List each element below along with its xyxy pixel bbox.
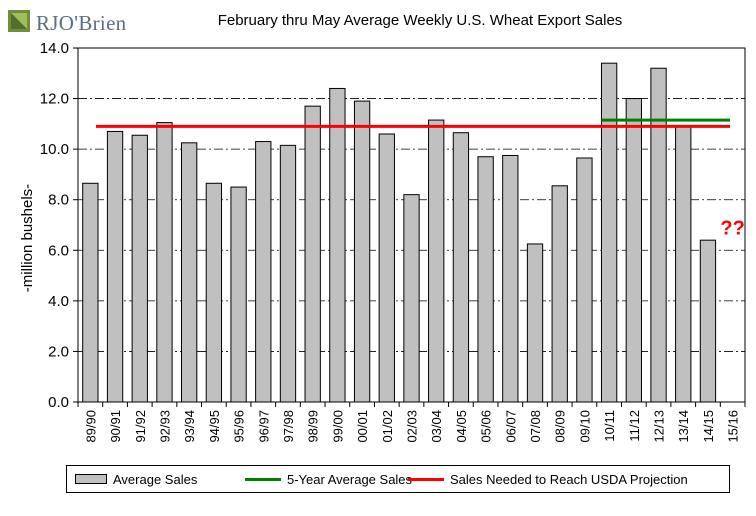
x-axis-ticks: 89/90 90/91 91/92 92/93 93/94 94/95 95/96 96/97…	[77, 402, 746, 443]
bar-02-03	[403, 194, 420, 403]
bar-01-02	[378, 133, 395, 403]
y-tick-label: 8.0	[48, 192, 69, 209]
x-tick-label: 04/05	[454, 410, 469, 443]
x-tick-label: 15/16	[726, 410, 741, 443]
x-tick-label: 08/09	[553, 410, 568, 443]
bar-98-99	[304, 105, 321, 403]
x-tick-label: 09/10	[577, 410, 592, 443]
bar-89-90	[82, 182, 99, 403]
chart-title: February thru May Average Weekly U.S. Wh…	[217, 12, 623, 29]
bar-10-11	[600, 62, 618, 403]
y-tick-label: 12.0	[40, 91, 69, 108]
y-axis-ticks: 0.0 2.0 4.0 6.0 8.0 10.0 12.0 14.0	[40, 40, 78, 411]
bar-08-09	[551, 185, 568, 403]
legend-swatch-bar	[75, 474, 107, 484]
y-axis-label: -million bushels-	[19, 184, 36, 292]
x-tick-label: 10/11	[602, 410, 617, 442]
x-tick-label: 01/02	[380, 410, 395, 443]
bar-series	[82, 62, 717, 403]
y-tick-label: 14.0	[40, 40, 69, 57]
legend-swatch-red-line	[408, 477, 444, 481]
bar-94-95	[205, 182, 223, 403]
y-tick-label: 0.0	[48, 394, 69, 411]
logo-text: RJO'Brien	[36, 11, 127, 35]
plot-area-frame	[77, 47, 746, 403]
legend-label-usda-projection: Sales Needed to Reach USDA Projection	[450, 471, 688, 487]
x-tick-label: 94/95	[207, 410, 222, 443]
reference-lines	[96, 118, 730, 128]
x-tick-label: 00/01	[355, 410, 370, 443]
bar-05-06	[477, 156, 494, 403]
bar-92-93	[156, 122, 173, 403]
x-tick-label: 02/03	[405, 410, 420, 443]
bar-03-04	[428, 119, 445, 403]
logo-mark-icon	[8, 10, 30, 32]
x-tick-label: 89/90	[83, 410, 98, 443]
x-tick-label: 98/99	[306, 410, 321, 443]
bar-95-96	[230, 186, 247, 403]
y-tick-label: 2.0	[48, 343, 69, 360]
bar-97-98	[279, 144, 297, 403]
x-tick-label: 96/97	[256, 410, 271, 443]
x-tick-label: 95/96	[232, 410, 247, 443]
bar-13-14	[675, 125, 692, 403]
chart-legend: Average Sales 5-Year Average Sales Sales…	[66, 465, 730, 493]
question-annotation: ??	[720, 218, 744, 240]
bar-09-10	[576, 157, 593, 403]
x-tick-label: 06/07	[503, 410, 518, 443]
bar-99-00	[329, 87, 346, 403]
bar-14-15	[699, 239, 717, 403]
x-tick-label: 07/08	[528, 410, 543, 443]
bar-11-12	[625, 98, 642, 403]
bar-07-08	[526, 243, 544, 403]
bar-90-91	[106, 130, 124, 403]
x-tick-label: 97/98	[281, 410, 296, 443]
legend-swatch-green-line	[245, 477, 281, 481]
bar-96-97	[255, 141, 272, 403]
y-tick-label: 4.0	[48, 293, 69, 310]
x-tick-label: 13/14	[676, 410, 691, 443]
x-tick-label: 12/13	[652, 410, 667, 443]
y-tick-label: 6.0	[48, 242, 69, 259]
company-logo: RJO'Brien	[6, 6, 146, 36]
x-tick-label: 93/94	[182, 410, 197, 443]
bar-00-01	[353, 100, 371, 403]
y-tick-label: 10.0	[40, 141, 69, 158]
x-tick-label: 99/00	[330, 410, 345, 443]
x-tick-label: 91/92	[133, 410, 148, 443]
legend-label-average-sales: Average Sales	[113, 471, 198, 487]
bar-93-94	[181, 142, 198, 403]
x-tick-label: 92/93	[157, 410, 172, 443]
x-tick-label: 14/15	[701, 410, 716, 443]
legend-item-average-sales: Average Sales	[75, 466, 197, 492]
legend-label-5yr-average: 5-Year Average Sales	[287, 471, 413, 487]
bar-06-07	[502, 154, 519, 403]
bar-91-92	[131, 134, 148, 403]
x-tick-label: 11/12	[627, 410, 642, 442]
x-tick-label: 05/06	[479, 410, 494, 443]
legend-item-5yr-average: 5-Year Average Sales	[245, 466, 412, 492]
x-tick-label: 03/04	[429, 410, 444, 443]
x-tick-label: 90/91	[108, 410, 123, 443]
bar-04-05	[452, 132, 470, 403]
legend-item-usda-projection: Sales Needed to Reach USDA Projection	[408, 466, 688, 492]
bar-12-13	[650, 67, 667, 403]
